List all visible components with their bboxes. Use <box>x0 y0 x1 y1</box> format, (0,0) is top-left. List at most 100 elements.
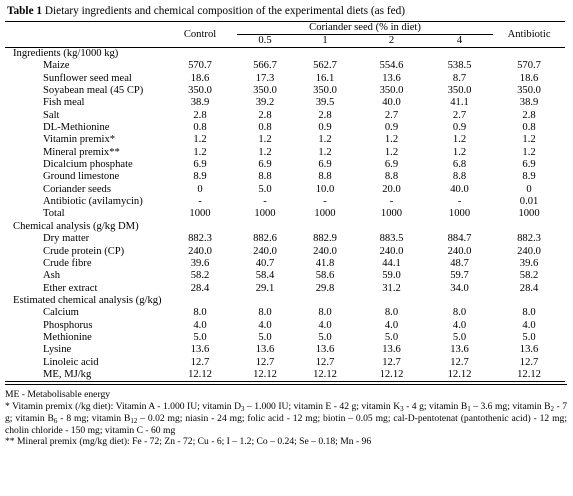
cell-value: 6.9 <box>318 159 332 171</box>
cell-value: 8.8 <box>258 171 272 183</box>
cell-value: 538.5 <box>447 60 472 72</box>
cell-value: 8.0 <box>258 307 272 319</box>
table-row: Fish meal 38.9 39.2 39.5 40.0 41.1 38.9 <box>5 97 565 109</box>
cell-value: 8.9 <box>522 171 536 183</box>
cell-value: 12.7 <box>190 356 210 368</box>
cell-value: 0.9 <box>452 122 467 134</box>
cell-value: 2.7 <box>384 109 399 121</box>
cell-value: 8.0 <box>318 307 332 319</box>
section-title: Estimated chemical analysis (g/kg) <box>13 294 162 306</box>
cell-value: 6.8 <box>452 159 467 171</box>
cell-value: 350.0 <box>188 85 212 97</box>
cell-value: 4.0 <box>193 319 207 331</box>
cell-value: 13.6 <box>190 344 210 356</box>
cell-value: 40.0 <box>450 183 469 195</box>
cell-value: - <box>457 196 462 208</box>
row-label: Crude protein (CP) <box>43 245 125 257</box>
table-row: Total 1000 1000 1000 1000 1000 1000 <box>5 208 565 220</box>
table-row: Sunflower seed meal 18.6 17.3 16.1 13.6 8.7 18… <box>5 73 565 85</box>
table-caption: Table 1 Dietary ingredients and chemical… <box>7 4 568 18</box>
cell-value: 554.6 <box>379 60 404 72</box>
row-label: Maize <box>43 60 70 72</box>
cell-value: 562.7 <box>313 60 337 72</box>
cell-value: 12.12 <box>426 368 494 383</box>
cell-value: 350.0 <box>517 85 541 97</box>
cell-value: 4.0 <box>318 319 332 331</box>
row-label: Total <box>43 208 65 220</box>
cell-value: 5.0 <box>193 331 207 343</box>
footnote-text-part: – 0.02 mg; niasin - 24 mg; folic acid - … <box>5 412 567 436</box>
footnote-text-part: - 7 g; vitamin B <box>5 401 567 424</box>
cell-value: 1.2 <box>452 134 467 146</box>
row-label: Mineral premix** <box>43 146 120 158</box>
section-title: Chemical analysis (g/kg DM) <box>13 220 139 232</box>
cell-value: 240.0 <box>188 245 212 257</box>
table-row: Methionine 5.0 5.0 5.0 5.0 5.0 5.0 <box>5 332 565 344</box>
cell-value: 58.2 <box>190 270 210 282</box>
cell-value: 34.0 <box>450 282 469 294</box>
row-label: Vitamin premix* <box>43 134 116 146</box>
footnote-subscript: 1 <box>467 405 471 414</box>
cell-value: 4.0 <box>452 319 467 331</box>
cell-value: 12.7 <box>255 356 275 368</box>
row-label: ME, MJ/kg <box>5 368 163 383</box>
row-label: Coriander seeds <box>43 183 111 195</box>
diet-composition-table: Control Coriander seed (% in diet) Antib… <box>5 21 566 383</box>
header-coriander-group: Coriander seed (% in diet) <box>237 21 494 35</box>
row-label: Lysine <box>43 344 72 356</box>
table-row: Dry matter 882.3 882.6 882.9 883.5 884.7 882.3 <box>5 233 565 245</box>
cell-value: 59.0 <box>382 270 401 282</box>
cell-value: 240.0 <box>253 245 277 257</box>
cell-value: 0.9 <box>318 122 332 134</box>
cell-value: 570.7 <box>517 60 541 72</box>
cell-value: 12.7 <box>382 356 401 368</box>
section-title: Ingredients (kg/1000 kg) <box>13 48 119 59</box>
cell-value: 39.2 <box>255 97 275 109</box>
cell-value: 0.8 <box>193 122 207 134</box>
cell-value: 882.3 <box>517 233 541 245</box>
table-row: Vitamin premix* 1.2 1.2 1.2 1.2 1.2 1.2 <box>5 134 565 146</box>
cell-value: 0.9 <box>384 122 399 134</box>
cell-value: 2.8 <box>318 109 332 121</box>
cell-value: - <box>323 196 327 208</box>
cell-value: 350.0 <box>313 85 337 97</box>
footnote-subscript: 3 <box>241 405 245 414</box>
row-label: Sunflower seed meal <box>43 72 132 84</box>
table-row: Crude fibre 39.6 40.7 41.8 44.1 48.7 39.6 <box>5 258 565 270</box>
footnote-subscript: 12 <box>130 416 138 425</box>
footnote-subscript: 2 <box>550 405 555 414</box>
row-label: Linoleic acid <box>43 356 99 368</box>
cell-value: 1.2 <box>384 146 399 158</box>
table-body: Ingredients (kg/1000 kg) Maize 570.7 566.7 5… <box>5 48 566 383</box>
footnote-text-part: - 4 g; vitamin B <box>403 401 468 413</box>
cell-value: 40.0 <box>382 97 401 109</box>
table-row: Ground limestone 8.9 8.8 8.8 8.8 8.8 8.9 <box>5 171 565 183</box>
row-label: Antibiotic (avilamycin) <box>43 196 143 208</box>
cell-value: 1.2 <box>258 134 272 146</box>
footnote-me: ME - Metabolisable energy <box>5 389 111 401</box>
cell-value: 883.5 <box>379 233 404 245</box>
cell-value: 29.8 <box>315 282 335 294</box>
table-caption-text: Dietary ingredients and chemical composi… <box>42 5 406 17</box>
row-label: Methionine <box>43 331 92 343</box>
table-row: Dicalcium phosphate 6.9 6.9 6.9 6.9 6.8 6.9 <box>5 159 565 171</box>
table-row: Calcium 8.0 8.0 8.0 8.0 8.0 8.0 <box>5 307 565 319</box>
cell-value: 1.2 <box>384 134 399 146</box>
cell-value: 12.7 <box>519 356 539 368</box>
header-control: Control <box>163 21 237 48</box>
cell-value: 58.6 <box>315 270 335 282</box>
header-level: 2 <box>357 34 426 48</box>
cell-value: 882.6 <box>253 233 277 245</box>
cell-value: 12.12 <box>293 368 357 383</box>
cell-value: 20.0 <box>382 183 401 195</box>
header-level: 1 <box>293 34 357 48</box>
cell-value: 41.8 <box>315 257 335 269</box>
table-caption-label: Table 1 <box>7 5 43 17</box>
cell-value: 39.6 <box>190 257 210 269</box>
footnote-subscript: 3 <box>400 405 404 414</box>
table-row: Coriander seeds 0 5.0 10.0 20.0 40.0 0 <box>5 184 565 196</box>
table-row: Ether extract 28.4 29.1 29.8 31.2 34.0 28.4 <box>5 283 565 295</box>
cell-value: 59.7 <box>450 270 469 282</box>
cell-value: 1000 <box>448 208 471 220</box>
header-antibiotic: Antibiotic <box>493 21 566 48</box>
